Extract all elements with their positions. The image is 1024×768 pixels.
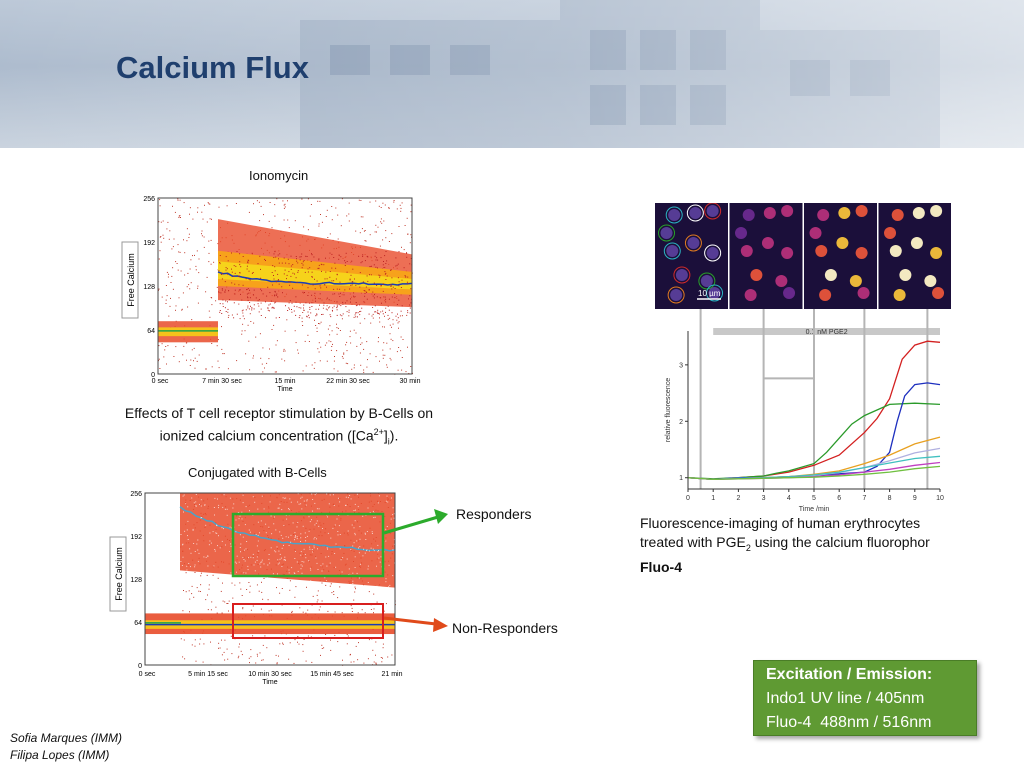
xtick: 22 min 30 sec [326,378,370,385]
caption-right-sub: 2 [745,542,751,553]
caption-top-sup: 2+ [373,427,384,437]
xtick: 30 min [399,378,420,385]
caption-top-line2: ionized calcium concentration ([Ca [159,427,374,444]
ytick: 64 [147,328,155,335]
caption-top-bracket: ] [383,427,388,444]
x-tick-label: 4 [787,495,791,502]
x-tick-label: 10 [936,495,944,502]
x-tick-label: 7 [862,495,866,502]
non-responders-label: Non-Responders [452,620,558,636]
xtick: 15 min [274,378,295,385]
x-tick-label: 9 [913,495,917,502]
xtick: 0 sec [139,671,156,678]
caption-right-line2-end: using the calcium fluorophor [750,534,930,550]
y-tick-label: 1 [679,475,683,482]
x-ticks: 0 sec 5 min 15 sec 10 min 30 sec 15 min … [139,671,403,678]
xtick: 21 min [381,671,402,678]
plot-bottom-ylabel: Free Calcium [114,547,124,601]
responders-gate [231,512,385,578]
excitation-emission-box: Excitation / Emission: Indo1 UV line / 4… [753,660,977,736]
responders-arrowhead [434,509,448,524]
credits: Sofia Marques (IMM) Filipa Lopes (IMM) [10,730,122,764]
x-tick-label: 5 [812,495,816,502]
xtick: 7 min 30 sec [202,378,242,385]
caption-top-end: ). [389,427,399,444]
non-responders-gate [232,603,384,639]
ytick: 192 [130,534,142,541]
xtick: 5 min 15 sec [188,671,228,678]
x-tick-label: 2 [736,495,740,502]
scatter-cloud [158,198,413,375]
series-line-8 [687,465,941,481]
ylabel-box [121,241,139,319]
ytick: 192 [143,240,155,247]
responders-label: Responders [456,506,532,522]
excitation-heading: Excitation / Emission: [766,666,933,683]
flow-plot-conjugated: Free Calcium 0 64 128 192 256 0 sec 5 mi… [109,491,403,686]
flow-plot-ionomycin: Free Calcium 0 64 128 192 256 0 sec 7 mi… [121,196,421,393]
ytick: 0 [138,663,142,670]
credit-line-1: Sofia Marques (IMM) [10,731,123,745]
plot-bottom-title: Conjugated with B-Cells [188,465,327,480]
caption-right-line1: Fluorescence-imaging of human erythrocyt… [640,515,921,531]
y-tick-label: 2 [679,419,683,426]
excitation-line-fluo4: Fluo-4 488nm / 516nm [766,714,932,731]
responders-arrow [383,515,439,535]
credit-line-2: Filipa Lopes (IMM) [10,748,110,762]
x-axis-label: Time /min [799,506,830,513]
x-ticks: 0 sec 7 min 30 sec 15 min 22 min 30 sec … [152,378,421,385]
plot-top-title: Ionomycin [249,168,309,183]
x-tick-label: 6 [837,495,841,502]
x-tick-label: 0 [686,495,690,502]
y-ticks: 0 64 128 192 256 [130,491,142,670]
callout-arrows [383,509,448,632]
ytick: 128 [143,284,155,291]
stimulus-label: 0.1 nM PGE2 [806,329,848,336]
y-axis-label: relative fluorescence [665,378,672,442]
caption-right-fluorophor: Fluo-4 [640,558,682,575]
caption-top: Effects of T cell receptor stimulation b… [94,404,464,451]
non-responders-arrow [383,616,437,626]
caption-top-line1: Effects of T cell receptor stimulation b… [124,405,434,421]
xtick: 15 min 45 sec [310,671,354,678]
ylabel-box [109,536,127,612]
fluorescence-chart: 0.1 nM PGE2 0 1 2 3 4 5 6 7 8 9 10 1 2 3 Time /min rela… [665,309,944,513]
header-banner [0,0,1024,148]
y-tick-label: 3 [679,362,683,369]
x-tick-label: 8 [888,495,892,502]
caption-right: Fluorescence-imaging of human erythrocyt… [640,514,980,577]
xtick: 10 min 30 sec [248,671,292,678]
x-tick-label: 3 [762,495,766,502]
non-responders-arrowhead [433,618,448,632]
ytick: 256 [143,196,155,203]
ytick: 128 [130,577,142,584]
ytick: 256 [130,491,142,498]
micrograph-panels [655,203,951,309]
slide-title: Calcium Flux [116,50,309,85]
caption-top-sub: i [387,436,390,447]
y-ticks: 0 64 128 192 256 [143,196,155,379]
ytick: 64 [134,620,142,627]
xtick: 0 sec [152,378,169,385]
scatter-cloud [145,493,396,666]
plot-bottom-xlabel: Time [262,679,277,686]
caption-right-line2: treated with PGE [640,534,746,550]
plot-top-ylabel: Free Calcium [126,253,136,307]
plot-top-xlabel: Time [277,386,292,393]
stimulus-bar [713,328,940,335]
x-tick-label: 1 [711,495,715,502]
excitation-line-indo1: Indo1 UV line / 405nm [766,690,925,707]
scale-bar-label: 10 µm [698,289,721,298]
ytick: 0 [151,372,155,379]
fluorescence-micrographs: 10 µm [655,203,951,309]
